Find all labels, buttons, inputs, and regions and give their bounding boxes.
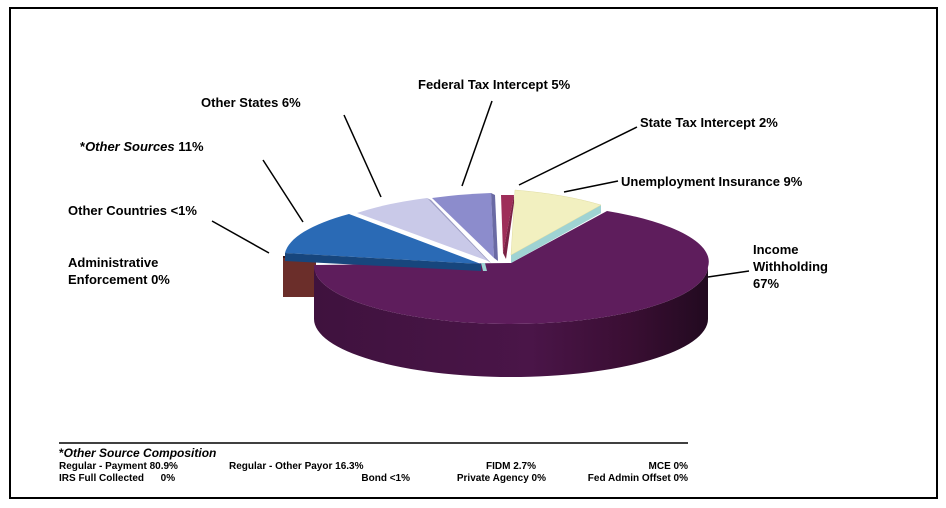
slice-administrative-enforcement (283, 257, 316, 297)
label-other-sources-rest: 11% (175, 139, 204, 154)
label-other-sources: *Other Sources 11% (80, 139, 204, 154)
label-state-tax: State Tax Intercept 2% (640, 115, 778, 130)
slice-unemployment-insurance (510, 189, 602, 256)
leader-other-sources (262, 159, 304, 223)
composition-r2-c2: Bond <1% (361, 473, 410, 484)
slice-other-sources-side (285, 253, 481, 271)
leader-federal-tax (461, 100, 493, 187)
slice-other-sources (285, 214, 481, 264)
label-other-sources-star: * (80, 139, 86, 154)
label-other-countries: Other Countries <1% (68, 203, 197, 218)
slice-federal-tax-intercept-side (491, 193, 498, 261)
leader-unemployment (563, 180, 619, 193)
leader-income (707, 270, 750, 278)
label-income-1: Income (753, 242, 799, 257)
label-income-2: Withholding (753, 259, 828, 274)
composition-title-text: Other Source Composition (64, 446, 217, 460)
label-other-states: Other States 6% (201, 95, 301, 110)
composition-r1-c4: MCE 0% (649, 461, 689, 472)
composition-r1-c2: Regular - Other Payor 16.3% (229, 461, 364, 472)
label-income-3: 67% (753, 276, 779, 291)
slice-other-states-side (427, 198, 491, 263)
composition-r1-c3: FIDM 2.7% (486, 461, 536, 472)
pie-chart: Income Withholding 67% Unemployment Insu… (59, 77, 828, 484)
slice-unemployment-insurance-side (511, 205, 601, 263)
slice-state-tax-intercept (501, 194, 514, 253)
label-admin-1: Administrative (68, 255, 158, 270)
composition-title-star: * (59, 446, 64, 460)
slice-state-tax-intercept-side (503, 195, 514, 259)
slice-other-countries (481, 263, 487, 271)
slice-federal-tax-intercept (432, 193, 494, 258)
composition-title: *Other Source Composition (59, 446, 216, 460)
leader-other-states (343, 114, 382, 198)
chart-frame: Income Withholding 67% Unemployment Insu… (9, 7, 938, 499)
composition-r2-c4: Fed Admin Offset 0% (588, 473, 688, 484)
slice-income-withholding (313, 211, 709, 324)
slice-other-states (357, 198, 488, 261)
composition-r1-c1: Regular - Payment 80.9% (59, 461, 178, 472)
slice-income-withholding-side (313, 265, 708, 377)
leader-other-countries (211, 220, 270, 254)
composition-r2-c3: Private Agency 0% (457, 473, 546, 484)
label-other-sources-italic: Other Sources (85, 139, 175, 154)
label-unemployment: Unemployment Insurance 9% (621, 174, 803, 189)
label-admin-2: Enforcement 0% (68, 272, 170, 287)
label-federal-tax: Federal Tax Intercept 5% (418, 77, 571, 92)
leader-state-tax (518, 126, 638, 186)
composition-r2-c1: IRS Full Collected 0% (59, 473, 175, 484)
